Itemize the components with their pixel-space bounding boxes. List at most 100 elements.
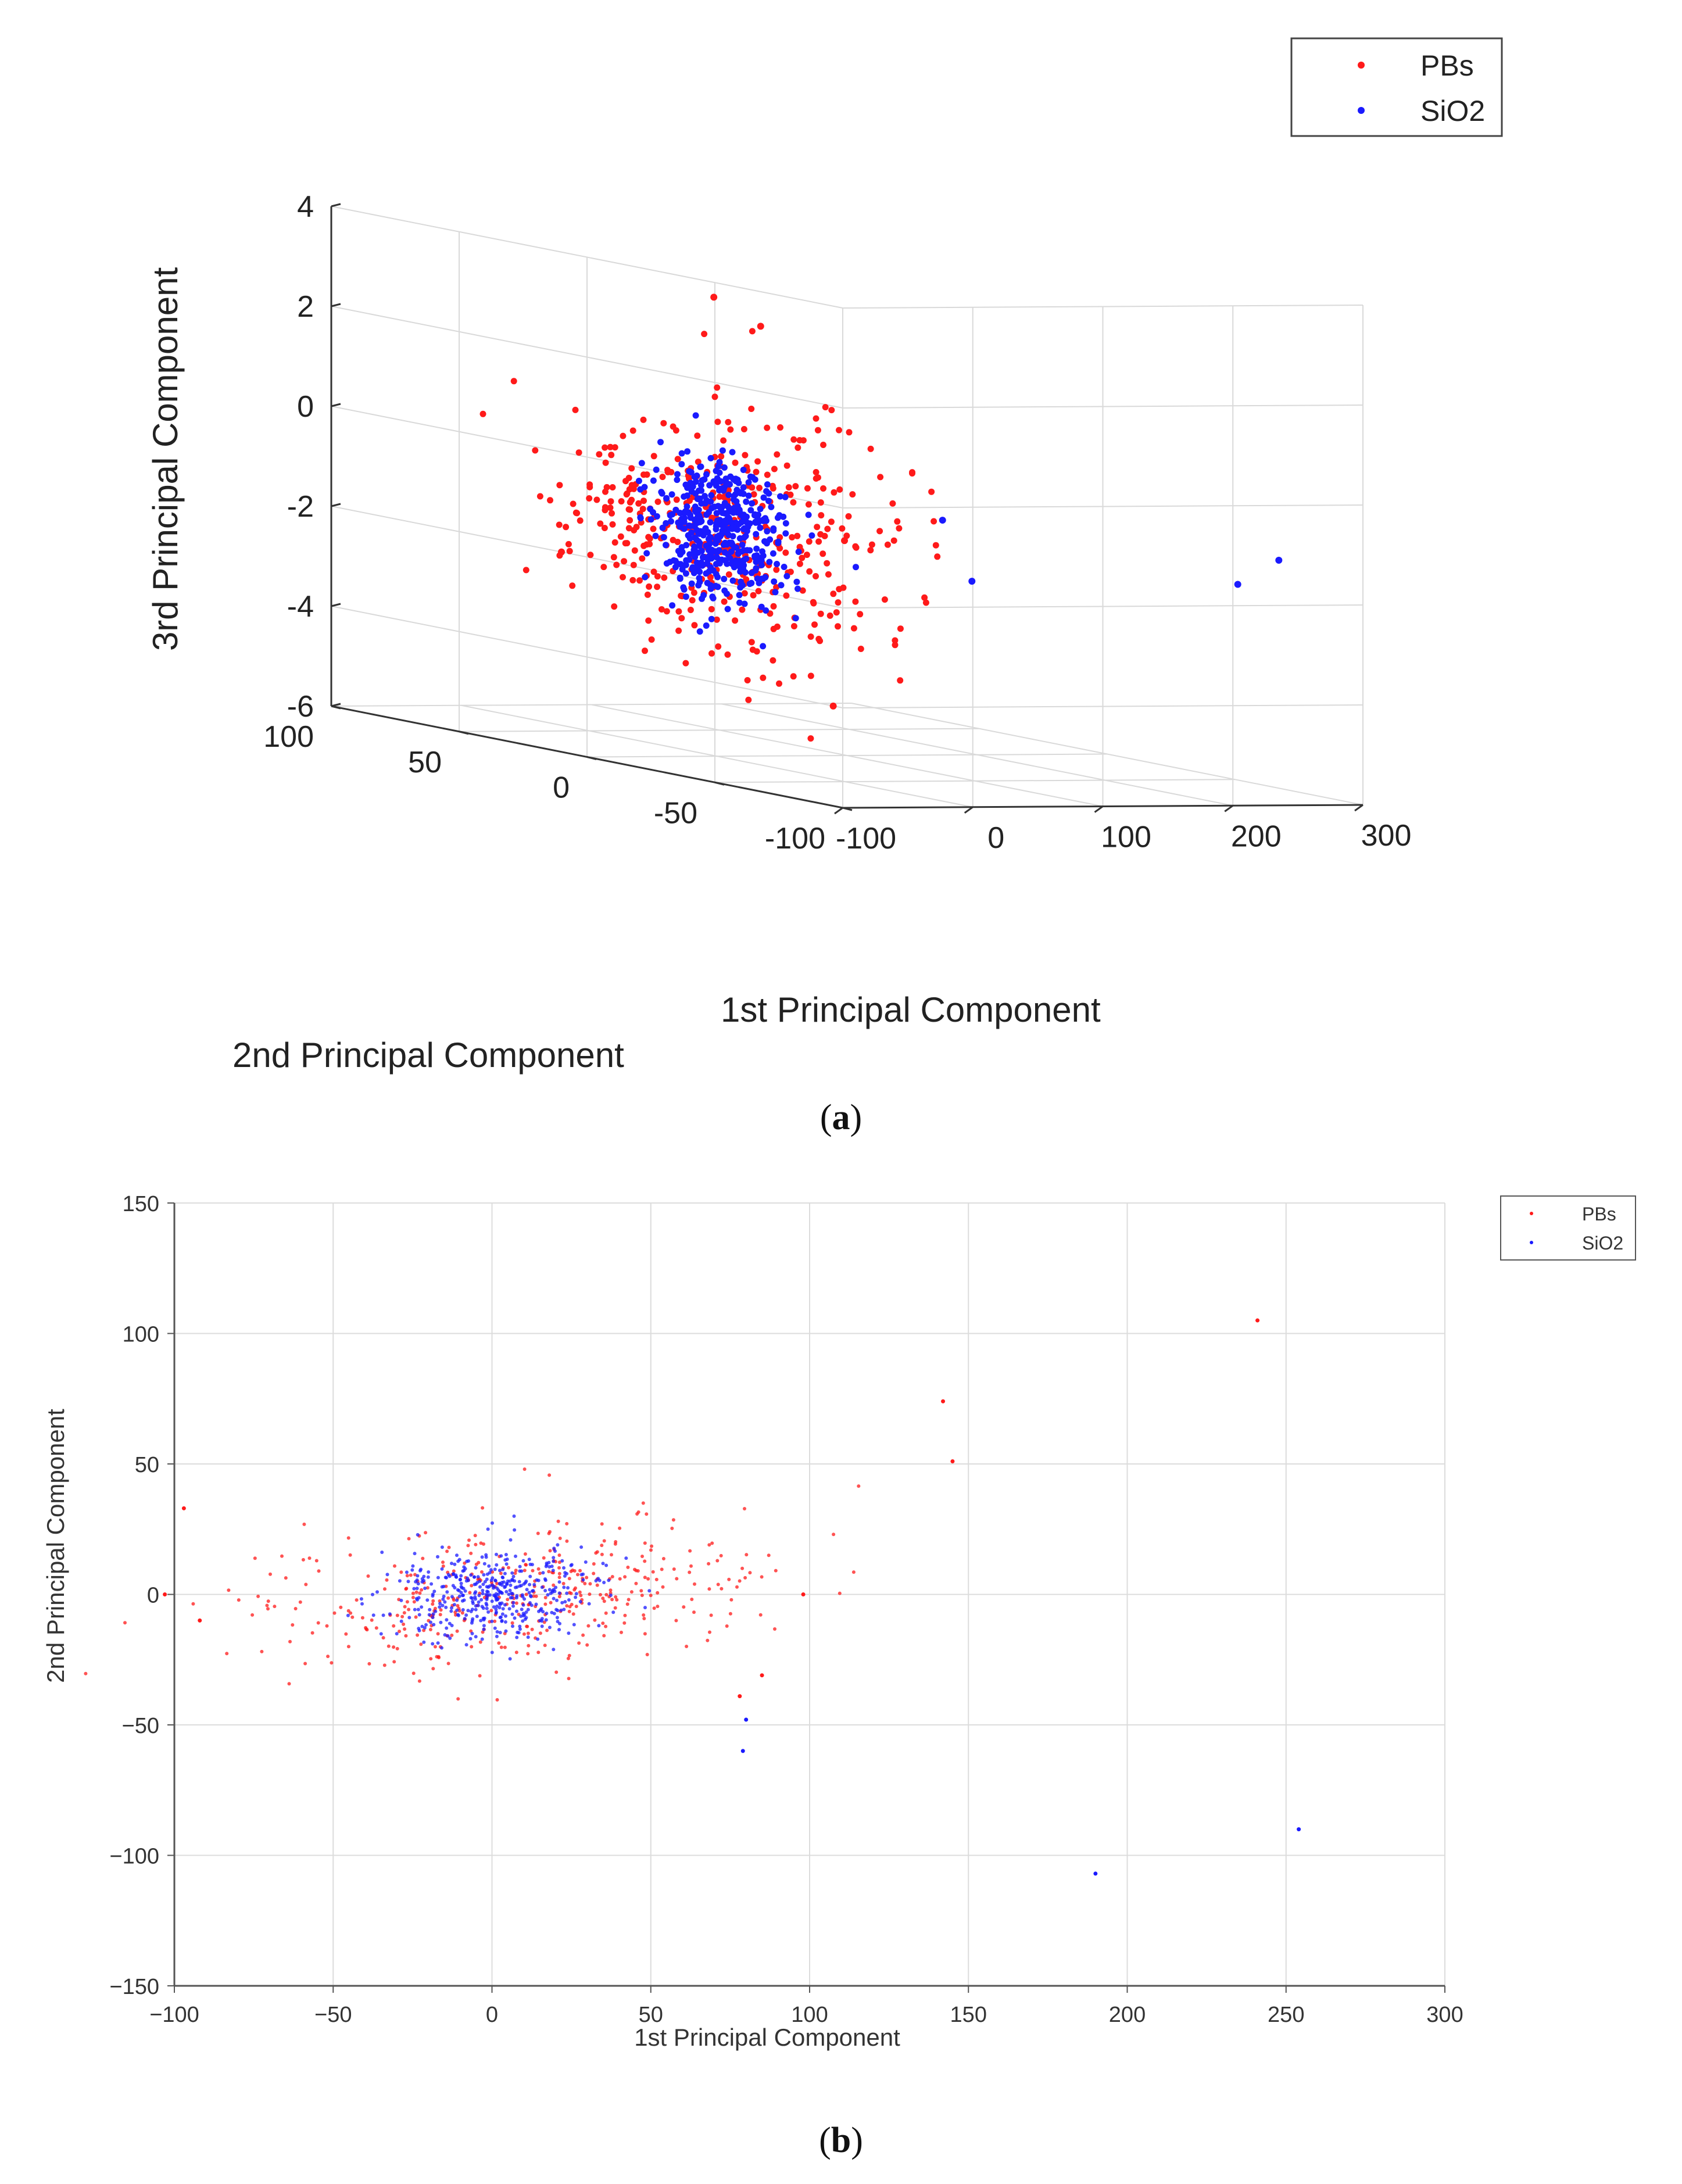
data-point-pbs bbox=[727, 1577, 731, 1581]
data-point-sio2 bbox=[498, 1616, 502, 1620]
data-point-pbs bbox=[708, 650, 715, 657]
data-point-pbs bbox=[852, 598, 859, 605]
data-point-pbs bbox=[428, 1628, 432, 1631]
data-point-pbs bbox=[894, 518, 901, 525]
data-point-pbs bbox=[506, 1598, 510, 1602]
data-point-sio2 bbox=[521, 1619, 525, 1623]
data-point-sio2 bbox=[485, 1596, 489, 1600]
data-point-pbs bbox=[452, 1569, 456, 1573]
data-point-sio2 bbox=[371, 1613, 375, 1617]
grid-line-floor-y bbox=[459, 728, 980, 732]
legend-marker-pbs-b bbox=[1530, 1212, 1533, 1215]
data-point-pbs bbox=[543, 1602, 547, 1606]
data-point-sio2 bbox=[713, 554, 720, 561]
data-point-pbs bbox=[493, 1619, 497, 1623]
data-point-pbs bbox=[586, 1624, 591, 1628]
data-point-sio2 bbox=[521, 1559, 525, 1563]
data-point-pbs bbox=[548, 1549, 552, 1553]
data-point-pbs bbox=[836, 486, 843, 493]
data-point-sio2 bbox=[697, 463, 704, 470]
data-point-sio2 bbox=[512, 1514, 516, 1518]
data-point-sio2 bbox=[442, 1584, 446, 1588]
data-point-sio2 bbox=[722, 557, 728, 564]
data-point-pbs bbox=[374, 1626, 378, 1630]
data-point-pbs bbox=[664, 468, 671, 475]
data-point-pbs bbox=[639, 1589, 643, 1593]
data-point-pbs bbox=[578, 1569, 582, 1573]
data-point-sio2 bbox=[490, 1599, 494, 1603]
data-point-pbs bbox=[587, 552, 594, 558]
data-point-sio2 bbox=[406, 1580, 410, 1584]
data-point-pbs bbox=[777, 424, 783, 431]
data-point-sio2 bbox=[517, 1631, 521, 1635]
data-point-sio2 bbox=[706, 482, 713, 489]
data-point-sio2 bbox=[495, 1552, 498, 1556]
data-point-pbs bbox=[602, 1539, 606, 1543]
data-point-sio2 bbox=[552, 1556, 556, 1560]
data-point-sio2 bbox=[486, 1590, 490, 1594]
data-point-pbs bbox=[756, 485, 763, 491]
data-point-sio2 bbox=[461, 1594, 465, 1598]
3d-tick-labels: -6 -4 -2 0 2 4 -100 -50 0 50 100 -100 0 100 200 300 bbox=[263, 190, 1411, 855]
data-point-sio2 bbox=[740, 562, 747, 569]
data-point-pbs bbox=[642, 1613, 646, 1617]
data-point-pbs bbox=[626, 486, 633, 493]
data-point-pbs bbox=[706, 1638, 710, 1642]
data-point-sio2 bbox=[682, 593, 689, 600]
y-tick-mark bbox=[714, 781, 725, 786]
data-point-sio2 bbox=[455, 1598, 459, 1602]
data-point-pbs bbox=[610, 554, 617, 561]
data-point-sio2 bbox=[725, 492, 732, 499]
data-point-pbs bbox=[790, 436, 797, 443]
data-point-sio2 bbox=[423, 1626, 427, 1630]
data-point-pbs bbox=[411, 1671, 416, 1675]
data-point-pbs bbox=[720, 437, 727, 444]
data-point-sio2 bbox=[432, 1589, 436, 1594]
data-point-sio2 bbox=[709, 593, 716, 600]
caption-b-letter: b bbox=[831, 2121, 851, 2160]
data-point-pbs bbox=[618, 1526, 622, 1530]
data-point-pbs bbox=[439, 1608, 443, 1612]
data-point-sio2 bbox=[493, 1578, 498, 1582]
data-point-sio2 bbox=[722, 539, 729, 546]
data-point-pbs bbox=[656, 1591, 660, 1595]
data-point-sio2 bbox=[707, 498, 714, 505]
data-point-pbs bbox=[652, 1606, 656, 1610]
data-point-sio2 bbox=[783, 572, 790, 579]
data-point-pbs bbox=[523, 567, 529, 574]
legend-b: PBs SiO2 bbox=[1500, 1195, 1636, 1261]
data-point-sio2 bbox=[753, 565, 760, 572]
data-point-pbs bbox=[411, 1595, 415, 1599]
y-tick-label-b: 50 bbox=[135, 1453, 159, 1477]
data-point-pbs bbox=[649, 1548, 653, 1552]
data-point-sio2 bbox=[503, 1620, 507, 1624]
data-point-sio2 bbox=[461, 1569, 465, 1573]
data-point-pbs bbox=[565, 1604, 569, 1608]
data-point-pbs bbox=[689, 1564, 693, 1568]
data-point-pbs bbox=[407, 1537, 411, 1541]
data-point-sio2 bbox=[509, 1596, 513, 1600]
data-point-sio2 bbox=[716, 469, 723, 476]
data-point-sio2 bbox=[742, 532, 749, 539]
z-tick-mark bbox=[331, 503, 341, 507]
data-point-sio2 bbox=[474, 1582, 478, 1586]
data-point-pbs bbox=[547, 1570, 551, 1574]
data-point-sio2 bbox=[489, 1578, 493, 1582]
data-point-pbs bbox=[455, 1629, 459, 1633]
data-point-sio2 bbox=[410, 1568, 414, 1572]
data-point-sio2 bbox=[416, 1598, 419, 1602]
data-point-sio2 bbox=[562, 1585, 566, 1589]
data-point-pbs bbox=[640, 497, 647, 504]
grid-line-backwall-z bbox=[842, 404, 1364, 409]
data-point-sio2 bbox=[424, 1623, 428, 1627]
data-point-pbs bbox=[675, 608, 682, 615]
data-point-sio2 bbox=[687, 522, 694, 529]
data-point-sio2 bbox=[375, 1590, 379, 1594]
data-point-sio2 bbox=[659, 524, 666, 531]
data-point-pbs bbox=[610, 1598, 614, 1602]
data-point-sio2 bbox=[739, 582, 746, 589]
data-point-sio2 bbox=[739, 542, 746, 548]
data-point-sio2 bbox=[740, 467, 747, 473]
data-point-pbs bbox=[198, 1618, 202, 1623]
data-point-pbs bbox=[227, 1588, 231, 1592]
